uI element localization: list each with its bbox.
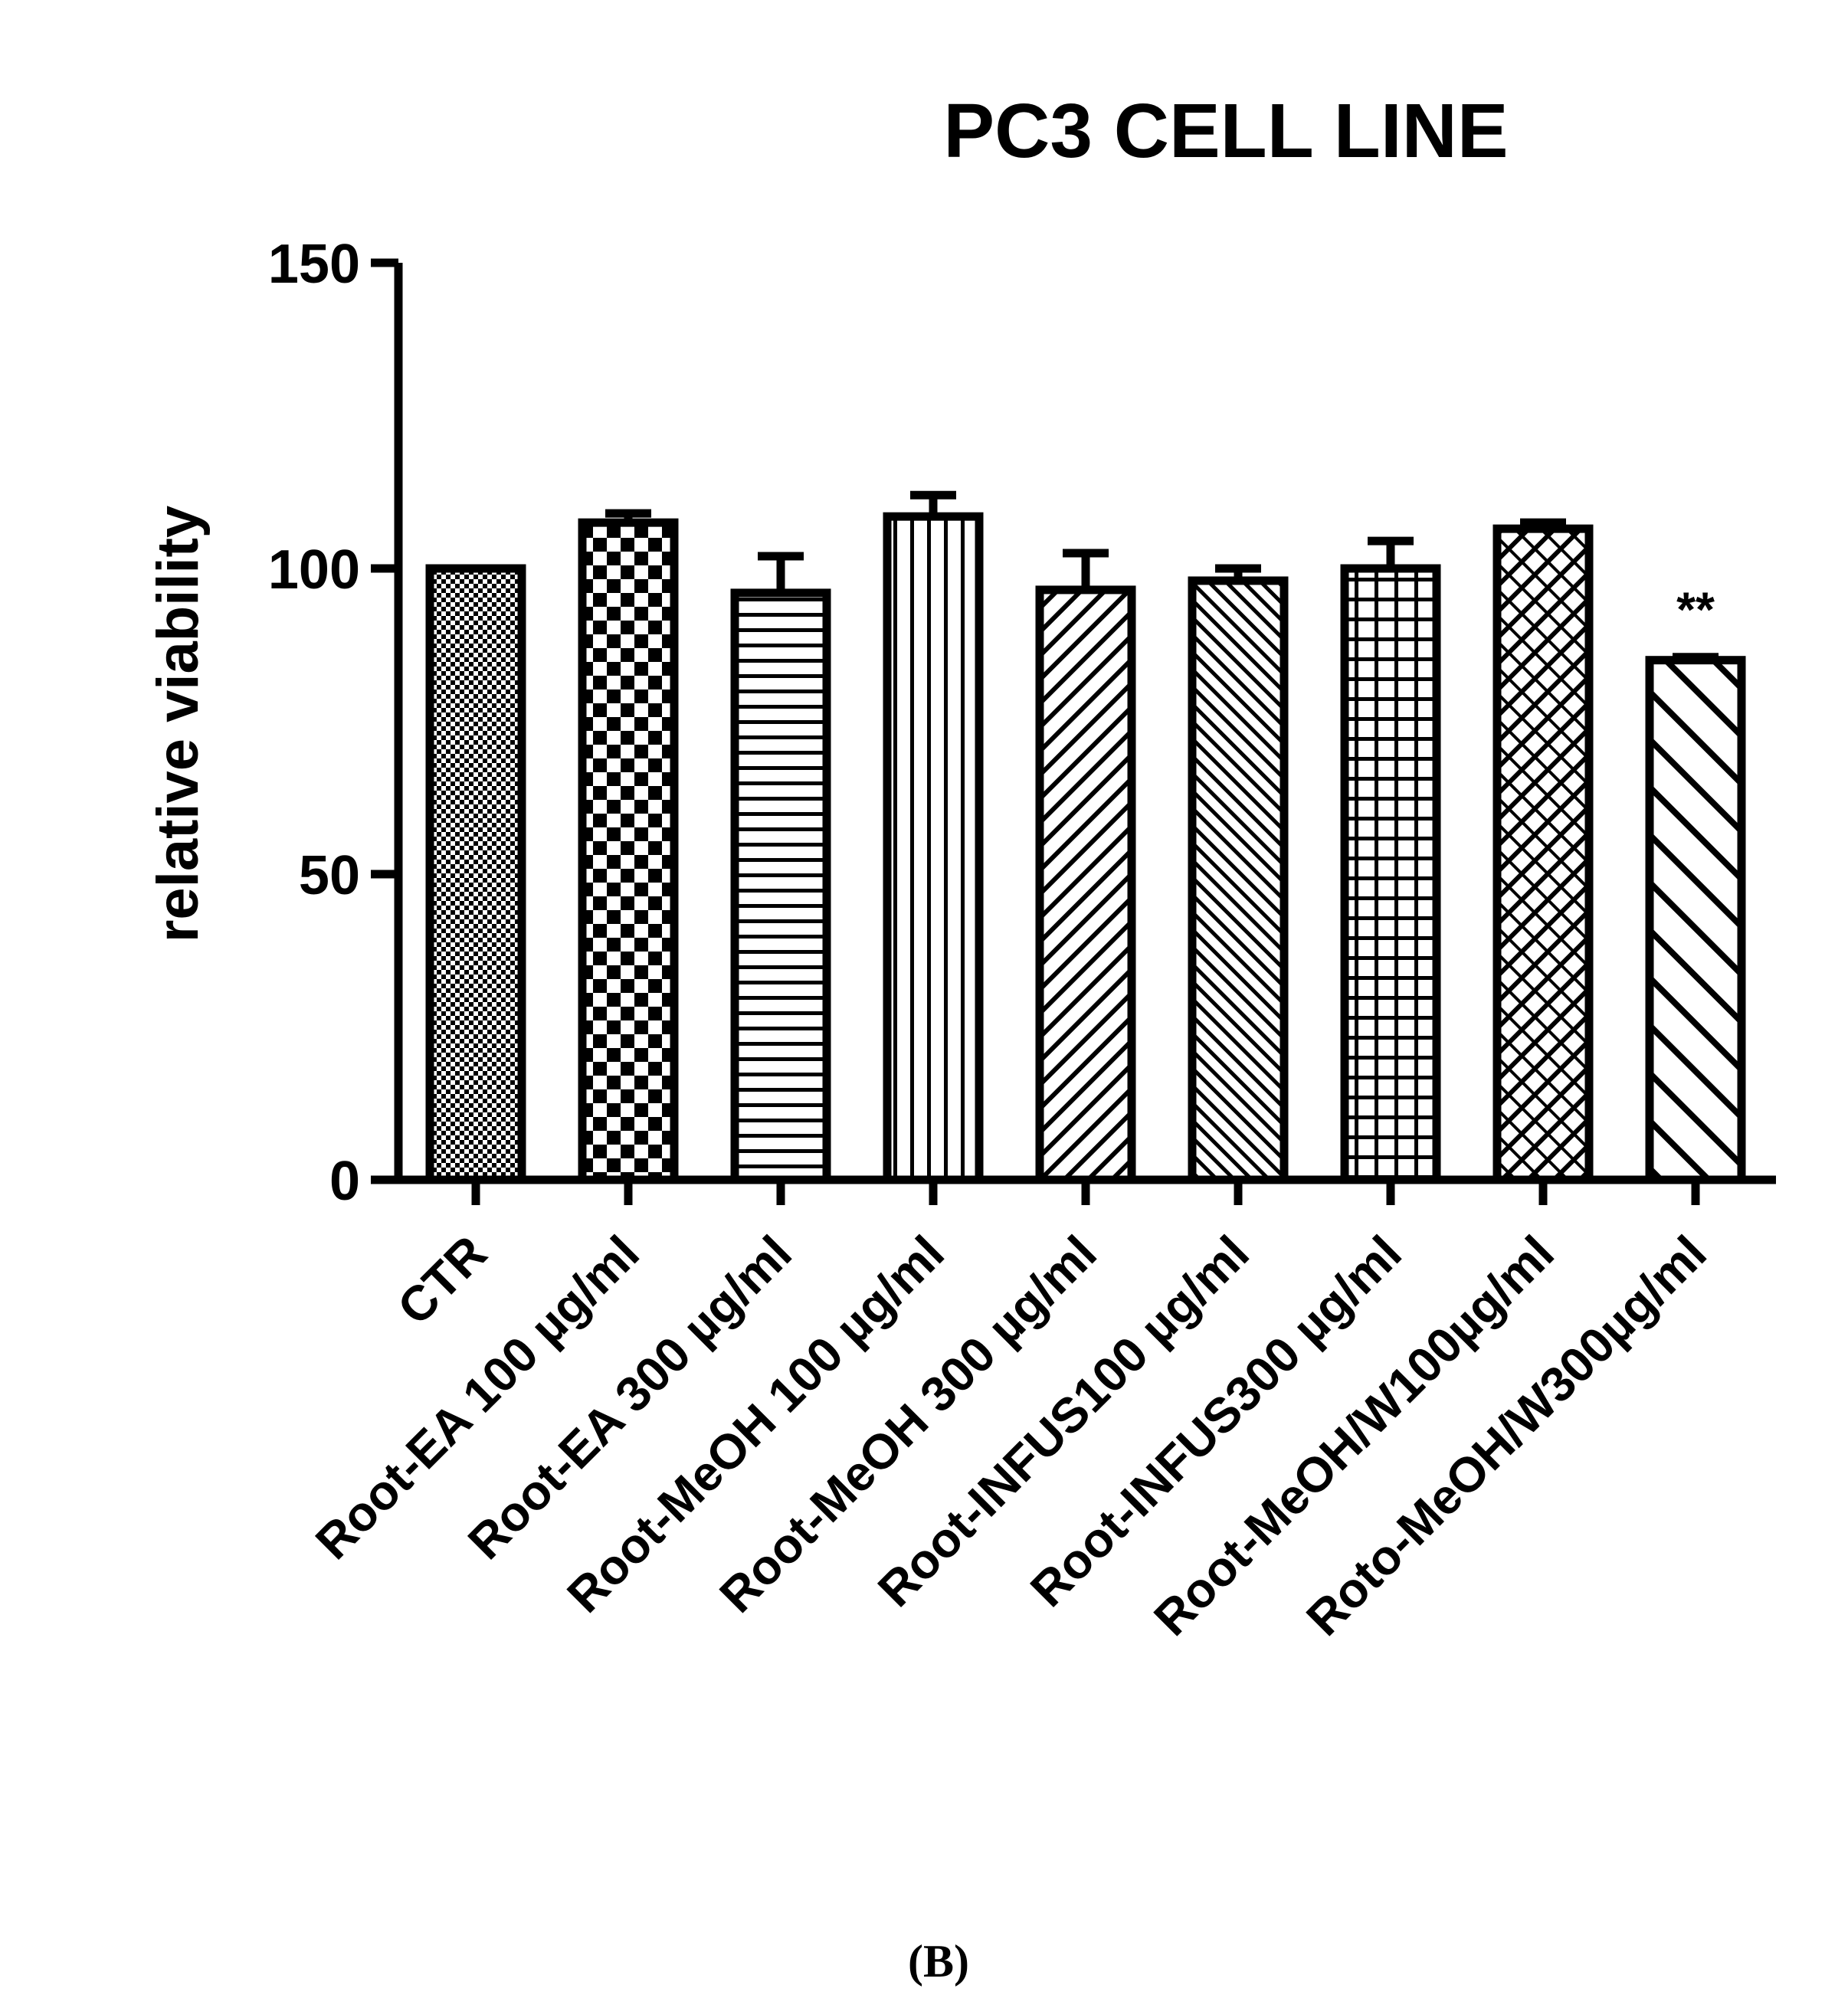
panel-caption: (B): [908, 1936, 969, 1987]
y-tick-label: 100: [268, 539, 360, 601]
error-bars: [453, 490, 1719, 662]
y-tick-label: 50: [299, 845, 360, 906]
significance-marker: **: [1676, 582, 1715, 637]
bar: [730, 588, 831, 1184]
y-tick-label: 150: [268, 234, 360, 295]
y-axis-ticks: 0 50 100 150: [268, 234, 398, 1212]
bar: [1340, 564, 1441, 1184]
x-tick-label: CTR: [387, 1225, 497, 1335]
significance-annotations: **: [1676, 582, 1715, 637]
bars: [425, 512, 1746, 1184]
bar: [1035, 585, 1136, 1184]
bar: [1492, 524, 1594, 1184]
bar: [578, 518, 679, 1184]
chart-title: PC3 CELL LINE: [943, 88, 1508, 174]
bar: [425, 564, 526, 1184]
y-axis-label: relative viability: [146, 506, 211, 942]
bar: [883, 512, 984, 1184]
y-tick-label: 0: [329, 1151, 360, 1212]
bar: [1188, 576, 1289, 1184]
bar: [1645, 656, 1746, 1184]
